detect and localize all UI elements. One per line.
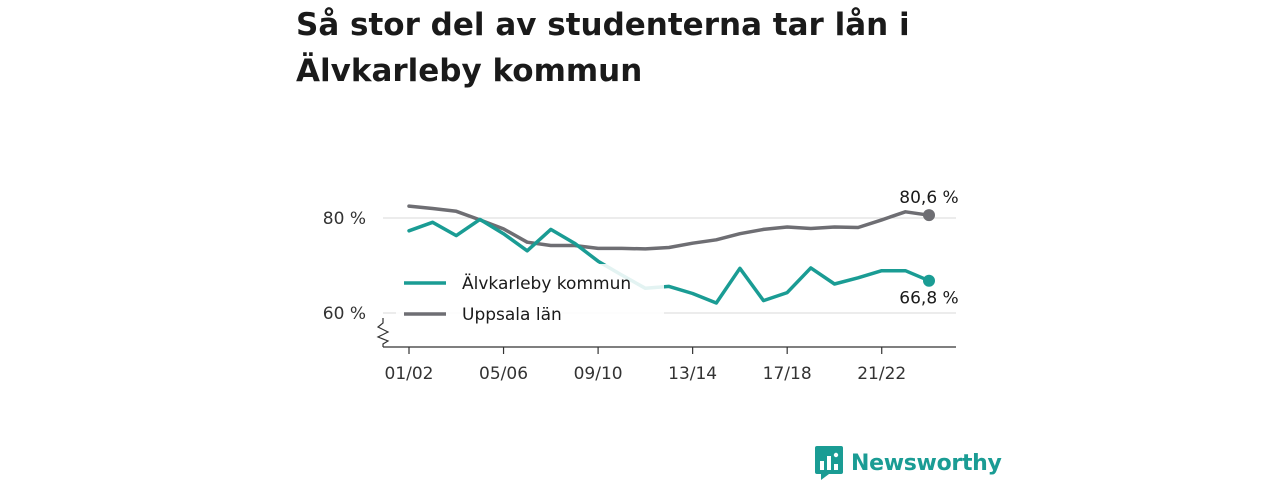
series-end-point-0 [923, 274, 935, 287]
legend: Älvkarleby kommun Uppsala län [396, 264, 664, 326]
legend-label: Älvkarleby kommun [462, 273, 631, 294]
y-tick-labels: 60 % 80 % [323, 209, 366, 324]
x-tick-label: 01/02 [385, 364, 434, 384]
x-tick-label: 13/14 [668, 364, 717, 384]
end-labels: 80,6 % 66,8 % [899, 188, 958, 309]
series-line-1 [407, 204, 931, 251]
series-lines [407, 204, 935, 305]
x-tick-label: 17/18 [763, 364, 812, 384]
x-tick-label: 09/10 [574, 364, 623, 384]
x-tick-label: 05/06 [479, 364, 528, 384]
x-axis: 01/02 05/06 09/10 13/14 17/18 21/22 [376, 318, 956, 384]
bar-chart-logo-icon [815, 446, 843, 480]
y-tick-label: 80 % [323, 209, 366, 229]
series-line-0 [407, 217, 931, 305]
end-label-uppsala: 80,6 % [899, 188, 958, 208]
brand-name: Newsworthy [851, 450, 1002, 476]
end-label-alvkarleby: 66,8 % [899, 289, 958, 309]
legend-label: Uppsala län [462, 305, 562, 325]
y-tick-label: 60 % [323, 304, 366, 324]
chart-title: Så stor del av studenterna tar lån i Älv… [296, 7, 910, 89]
x-tick-label: 21/22 [857, 364, 906, 384]
newsworthy-logo: Newsworthy [815, 446, 1002, 480]
y-axis-break [376, 318, 390, 347]
series-end-point-1 [923, 209, 935, 222]
